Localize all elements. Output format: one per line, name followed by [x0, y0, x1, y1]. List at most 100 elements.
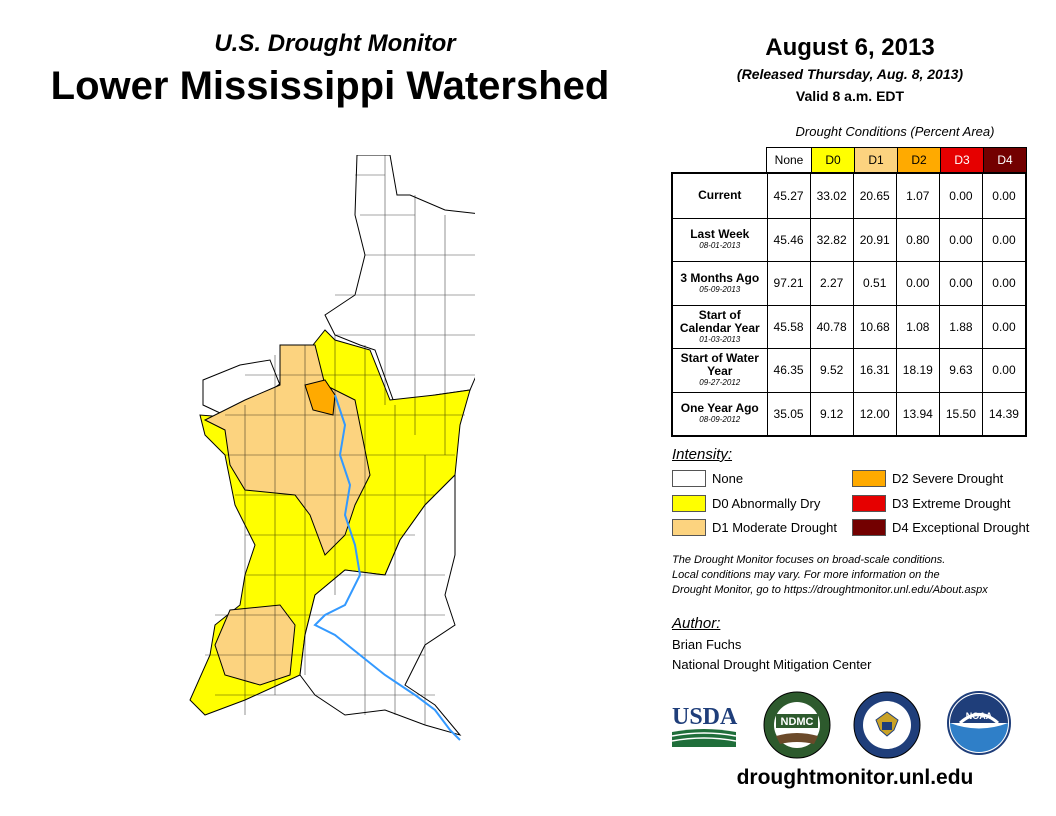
- col-d4: D4: [983, 148, 1026, 173]
- row-label: Current: [673, 174, 767, 218]
- table-cell: 20.65: [852, 174, 896, 218]
- legend-swatch: [672, 495, 706, 512]
- table-cell: 12.00: [852, 392, 896, 435]
- disclaimer-note: The Drought Monitor focuses on broad-sca…: [672, 553, 1042, 598]
- table-cell: 97.21: [766, 262, 810, 305]
- drought-table: Current 45.27 33.02 20.65 1.07 0.00 0.00 Last W…: [671, 172, 1027, 437]
- legend-item: D0 Abnormally Dry: [672, 495, 820, 512]
- note-line: The Drought Monitor focuses on broad-sca…: [672, 554, 946, 566]
- table-row: Start of Calendar Year 01-03-2013 45.58 40.…: [673, 304, 1025, 349]
- site-url[interactable]: droughtmonitor.unl.edu: [736, 766, 974, 789]
- table-cell: 0.00: [981, 349, 1025, 392]
- col-none: None: [767, 148, 811, 173]
- author-org: National Drought Mitigation Center: [672, 657, 872, 672]
- release-date: (Released Thursday, Aug. 8, 2013): [736, 66, 964, 82]
- legend-title: Intensity:: [672, 446, 733, 463]
- table-cell: 0.00: [981, 174, 1025, 218]
- table-caption: Drought Conditions (Percent Area): [795, 124, 995, 139]
- table-cell: 15.50: [938, 392, 982, 435]
- row-date: 08-01-2013: [699, 241, 741, 251]
- table-cell: 46.35: [766, 349, 810, 392]
- col-d2: D2: [897, 148, 940, 173]
- usda-logo: USDA: [671, 704, 738, 747]
- table-cell: 0.00: [895, 262, 939, 305]
- row-date: 05-09-2013: [699, 284, 741, 294]
- row-label-text: Start of Calendar Year: [679, 307, 760, 335]
- commerce-seal-logo: [853, 691, 921, 759]
- legend-swatch: [852, 519, 886, 536]
- table-row: Current 45.27 33.02 20.65 1.07 0.00 0.00: [673, 174, 1025, 218]
- table-cell: 45.27: [766, 174, 810, 218]
- table-cell: 20.91: [852, 218, 896, 261]
- legend-item: None: [672, 470, 743, 487]
- row-date: 08-09-2012: [699, 415, 741, 425]
- table-cell: 0.00: [981, 305, 1025, 348]
- row-label: 3 Months Ago 05-09-2013: [673, 262, 767, 305]
- table-cell: 0.80: [895, 218, 939, 261]
- table-cell: 0.00: [981, 218, 1025, 261]
- row-label-text: Last Week: [690, 227, 750, 242]
- col-d3: D3: [940, 148, 983, 173]
- legend-label: D3 Extreme Drought: [892, 496, 1011, 511]
- legend-label: D1 Moderate Drought: [712, 520, 838, 535]
- table-cell: 16.31: [852, 349, 896, 392]
- noaa-logo-text: NOAA: [966, 711, 993, 721]
- table-row: Last Week 08-01-2013 45.46 32.82 20.91 0.80 0.…: [673, 217, 1025, 262]
- row-label-text: Current: [698, 188, 742, 203]
- table-cell: 33.02: [809, 174, 853, 218]
- legend-label: D4 Exceptional Drought: [892, 520, 1030, 535]
- legend-item: D4 Exceptional Drought: [852, 519, 1029, 536]
- table-cell: 0.00: [938, 174, 982, 218]
- legend-item: D1 Moderate Drought: [672, 519, 837, 536]
- table-cell: 35.05: [766, 392, 810, 435]
- usda-logo-text: USDA: [672, 704, 738, 730]
- row-label: Start of Water Year 09-27-2012: [673, 349, 767, 392]
- row-date: 01-03-2013: [699, 334, 741, 344]
- row-label: Start of Calendar Year 01-03-2013: [673, 306, 767, 349]
- legend-label: D0 Abnormally Dry: [712, 496, 821, 511]
- legend-label: D2 Severe Drought: [892, 471, 1004, 486]
- table-row: Start of Water Year 09-27-2012 46.35 9.52 16…: [673, 348, 1025, 392]
- note-line: Drought Monitor, go to https://droughtmo…: [672, 584, 988, 596]
- col-d1: D1: [854, 148, 897, 173]
- table-cell: 1.07: [895, 174, 939, 218]
- map-region-southeast: [299, 473, 462, 736]
- row-label-text: 3 Months Ago: [680, 270, 760, 285]
- table-cell: 1.08: [895, 305, 939, 348]
- row-label: One Year Ago 08-09-2012: [673, 393, 767, 436]
- valid-time: Valid 8 a.m. EDT: [795, 88, 905, 104]
- ndmc-logo-text: NDMC: [781, 716, 814, 728]
- map-title: Lower Mississippi Watershed: [50, 64, 610, 108]
- map-date: August 6, 2013: [765, 34, 935, 61]
- mississippi-river: [313, 394, 461, 741]
- author-title: Author:: [672, 615, 721, 632]
- row-label-text: Start of Water Year: [680, 351, 759, 379]
- table-cell: 9.12: [809, 392, 853, 435]
- table-cell: 2.27: [809, 262, 853, 305]
- table-cell: 0.00: [938, 262, 982, 305]
- table-cell: 45.58: [766, 305, 810, 348]
- row-label-text: One Year Ago: [680, 401, 759, 416]
- table-cell: 10.68: [852, 305, 896, 348]
- legend-swatch: [852, 470, 886, 487]
- ndmc-logo: NDMC: [763, 691, 831, 759]
- table-cell: 9.52: [809, 349, 853, 392]
- table-cell: 40.78: [809, 305, 853, 348]
- table-cell: 9.63: [938, 349, 982, 392]
- table-cell: 0.51: [852, 262, 896, 305]
- legend-swatch: [672, 470, 706, 487]
- legend-item: D2 Severe Drought: [852, 470, 1003, 487]
- legend-label: None: [712, 471, 744, 486]
- watershed-map: [189, 155, 475, 741]
- noaa-logo: NOAA: [947, 691, 1011, 755]
- row-label: Last Week 08-01-2013: [673, 219, 767, 262]
- table-cell: 45.46: [766, 218, 810, 261]
- map-region-d2: [304, 379, 336, 416]
- table-cell: 18.19: [895, 349, 939, 392]
- table-cell: 0.00: [981, 262, 1025, 305]
- table-cell: 32.82: [809, 218, 853, 261]
- table-cell: 1.88: [938, 305, 982, 348]
- table-cell: 13.94: [895, 392, 939, 435]
- author-name: Brian Fuchs: [672, 637, 742, 652]
- table-cell: 0.00: [938, 218, 982, 261]
